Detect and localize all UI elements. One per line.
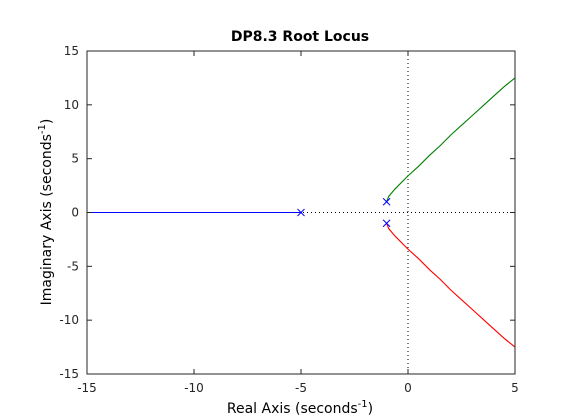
x-tick-label: -5 [295, 381, 307, 395]
x-tick-label: -15 [77, 381, 97, 395]
y-tick-label: -15 [59, 367, 79, 381]
x-axis-label-close: ) [368, 401, 373, 417]
y-tick-label: 15 [64, 44, 79, 58]
x-tick-label: -10 [184, 381, 204, 395]
y-axis-label-text: Imaginary Axis (seconds [39, 134, 55, 305]
locus-branch-2 [386, 77, 516, 202]
plot-area: -15 -10 -5 0 5 -15 -10 -5 0 5 10 15 [59, 44, 518, 395]
chart-title: DP8.3 Root Locus [231, 29, 369, 45]
locus-branch-3 [386, 223, 516, 348]
x-axis-label-text: Real Axis (seconds [227, 401, 358, 417]
series-layer [87, 77, 516, 348]
y-tick-label: 5 [71, 152, 79, 166]
pole-marker-stroke [382, 219, 391, 228]
y-axis-label-close: ) [39, 119, 55, 124]
pole-marker-2 [382, 197, 391, 206]
axis-ticks: -15 -10 -5 0 5 -15 -10 -5 0 5 10 15 [59, 44, 518, 395]
pole-marker-stroke [382, 197, 391, 206]
y-tick-label: 0 [71, 206, 79, 220]
x-tick-label: 0 [404, 381, 412, 395]
y-tick-label: -5 [67, 259, 79, 273]
pole-markers [297, 197, 391, 228]
x-tick-label: 5 [511, 381, 519, 395]
x-axis-label-superscript: -1 [358, 399, 368, 410]
pole-marker-stroke [297, 208, 305, 217]
y-tick-label: 10 [64, 98, 79, 112]
x-axis-label: Real Axis (seconds-1) [227, 399, 373, 417]
y-tick-label: -10 [59, 313, 79, 327]
y-axis-label: Imaginary Axis (seconds-1) [37, 119, 55, 306]
y-axis-label-superscript: -1 [37, 124, 48, 134]
pole-marker-1 [297, 208, 305, 217]
reference-lines [87, 51, 515, 374]
pole-marker-3 [382, 219, 391, 228]
